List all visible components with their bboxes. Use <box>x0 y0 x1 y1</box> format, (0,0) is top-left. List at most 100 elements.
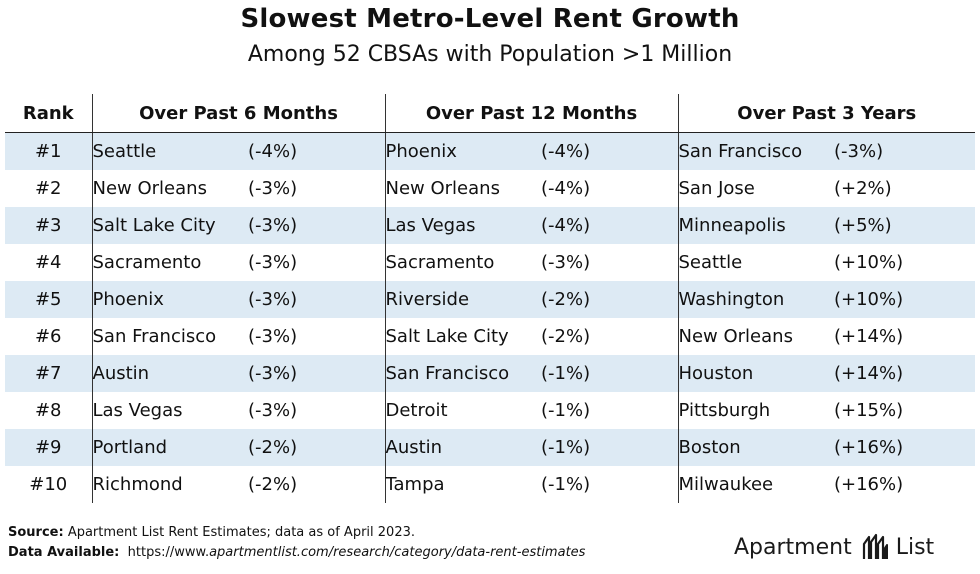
six-month-city-cell: New Orleans <box>92 178 207 199</box>
six-month-city-cell: San Francisco <box>92 326 217 347</box>
brand-word-right: List <box>895 534 935 560</box>
six-month-city-cell: Sacramento <box>92 252 202 273</box>
three-year-change-cell: (+14%) <box>834 326 904 347</box>
six-month-change-cell: (-2%) <box>248 429 386 466</box>
six-month-city-cell: Richmond <box>92 474 183 495</box>
twelve-month-change-cell: (-4%) <box>541 170 679 207</box>
rank-cell: #8 <box>5 392 93 429</box>
twelve-month-city-cell: Sacramento <box>385 252 495 273</box>
table-row: #6 San Francisco (-3%) Salt Lake City (-2%) N… <box>5 318 975 355</box>
rank-cell: #2 <box>5 170 93 207</box>
six-month-city-cell: Austin <box>92 355 248 392</box>
rank-cell: #6 <box>5 318 93 355</box>
column-header-rank: Rank <box>5 94 93 133</box>
six-month-change-cell: (-2%) <box>248 466 386 503</box>
three-year-change-cell: (-3%) <box>834 132 976 170</box>
rank-cell: #4 <box>5 244 93 281</box>
table-row: #9 Portland (-2%) Austin (-1%) Boston (+16%) <box>5 429 976 466</box>
six-month-change-cell: (-3%) <box>248 281 386 318</box>
six-month-change-cell: (-4%) <box>248 132 386 170</box>
six-month-change-cell: (-3%) <box>248 207 386 244</box>
twelve-month-city-cell: Las Vegas <box>385 207 541 244</box>
table-row: #7 Austin (-3%) San Francisco (-1%) Houston (+… <box>5 355 976 392</box>
twelve-month-change-cell: (-2%) <box>541 281 679 318</box>
table-row: #2 New Orleans (-3%) New Orleans (-4%) San Jo… <box>5 170 975 207</box>
three-year-city-cell: San Jose <box>678 178 755 199</box>
table-header-row: Rank Over Past 6 Months Over Past 12 Mon… <box>5 94 976 133</box>
three-year-city-cell: San Francisco <box>678 132 834 170</box>
six-month-change-cell: (-3%) <box>248 392 386 429</box>
source-label: Source: <box>8 525 64 540</box>
table-row: #5 Phoenix (-3%) Riverside (-2%) Washington (+… <box>5 281 976 318</box>
source-text: Apartment List Rent Estimates; data as o… <box>63 525 415 540</box>
data-url-path: apartmentlist.com/research/category/data… <box>209 545 586 560</box>
six-month-change-cell: (-3%) <box>248 244 386 281</box>
six-month-change-cell: (-3%) <box>248 318 386 355</box>
six-month-city-cell: Las Vegas <box>92 400 183 421</box>
three-year-change-cell: (+14%) <box>834 355 976 392</box>
twelve-month-city-cell: Austin <box>385 429 541 466</box>
three-year-city-cell: Houston <box>678 355 834 392</box>
three-year-change-cell: (+5%) <box>834 207 976 244</box>
column-header-twelve-months: Over Past 12 Months <box>385 94 679 133</box>
six-month-city-cell: Salt Lake City <box>92 207 248 244</box>
rank-cell: #1 <box>5 132 93 170</box>
twelve-month-change-cell: (-4%) <box>541 132 679 170</box>
table-row: #10 Richmond (-2%) Tampa (-1%) Milwaukee (+16%… <box>5 466 975 503</box>
table-row: #3 Salt Lake City (-3%) Las Vegas (-4%) Minne… <box>5 207 976 244</box>
page-subtitle: Among 52 CBSAs with Population >1 Millio… <box>247 42 733 67</box>
table-row: #1 Seattle (-4%) Phoenix (-4%) San Francisco(… <box>5 132 976 170</box>
three-year-change-cell: (+15%) <box>834 400 904 421</box>
three-year-change-cell: (+10%) <box>834 252 904 273</box>
six-month-city-cell: Portland <box>92 429 248 466</box>
six-month-change-cell: (-3%) <box>248 355 386 392</box>
rent-growth-table: Rank Over Past 6 Months Over Past 12 Mon… <box>5 94 976 503</box>
rank-cell: #3 <box>5 207 93 244</box>
column-header-three-years: Over Past 3 Years <box>678 94 976 133</box>
twelve-month-city-cell: Detroit <box>385 400 448 421</box>
three-year-city-cell: Milwaukee <box>678 474 774 495</box>
three-year-city-cell: Seattle <box>678 252 743 273</box>
twelve-month-city-cell: Phoenix <box>385 132 541 170</box>
page-title: Slowest Metro-Level Rent Growth <box>240 4 740 34</box>
three-year-change-cell: (+16%) <box>834 429 976 466</box>
data-available-note: Data Available: https://www.apartmentlis… <box>8 545 585 560</box>
three-year-change-cell: (+16%) <box>834 474 904 495</box>
twelve-month-change-cell: (-1%) <box>541 429 679 466</box>
table-body: #1 Seattle (-4%) Phoenix (-4%) San Francisco(… <box>5 132 976 503</box>
brand-logo: Apartment List <box>734 531 934 563</box>
data-url-prefix: https://www. <box>127 545 210 560</box>
twelve-month-city-cell: Riverside <box>385 281 541 318</box>
twelve-month-change-cell: (-3%) <box>541 244 679 281</box>
twelve-month-city-cell: Tampa <box>385 474 445 495</box>
twelve-month-city-cell: New Orleans <box>385 178 500 199</box>
twelve-month-change-cell: (-1%) <box>541 466 679 503</box>
three-year-change-cell: (+10%) <box>834 281 976 318</box>
apartment-list-logo-icon <box>860 532 890 562</box>
three-year-city-cell: New Orleans <box>678 326 793 347</box>
six-month-change-cell: (-3%) <box>248 170 386 207</box>
rank-cell: #9 <box>5 429 93 466</box>
data-available-label: Data Available: <box>8 545 120 560</box>
rank-cell: #5 <box>5 281 93 318</box>
column-header-six-months: Over Past 6 Months <box>92 94 386 133</box>
rank-cell: #10 <box>5 466 93 503</box>
twelve-month-change-cell: (-1%) <box>541 392 679 429</box>
twelve-month-city-cell: Salt Lake City <box>385 326 509 347</box>
three-year-city-cell: Pittsburgh <box>678 400 771 421</box>
table-row: #4 Sacramento (-3%) Sacramento (-3%) Seattle(… <box>5 244 975 281</box>
twelve-month-city-cell: San Francisco <box>385 355 541 392</box>
table-row: #8 Las Vegas (-3%) Detroit (-1%) Pittsburgh (+… <box>5 392 975 429</box>
twelve-month-change-cell: (-4%) <box>541 207 679 244</box>
brand-word-left: Apartment <box>734 534 852 560</box>
rank-cell: #7 <box>5 355 93 392</box>
three-year-city-cell: Washington <box>678 281 834 318</box>
three-year-change-cell: (+2%) <box>834 178 892 199</box>
source-note: Source: Apartment List Rent Estimates; d… <box>8 525 415 540</box>
twelve-month-change-cell: (-2%) <box>541 318 679 355</box>
six-month-city-cell: Seattle <box>92 132 248 170</box>
three-year-city-cell: Minneapolis <box>678 207 834 244</box>
three-year-city-cell: Boston <box>678 429 834 466</box>
twelve-month-change-cell: (-1%) <box>541 355 679 392</box>
six-month-city-cell: Phoenix <box>92 281 248 318</box>
